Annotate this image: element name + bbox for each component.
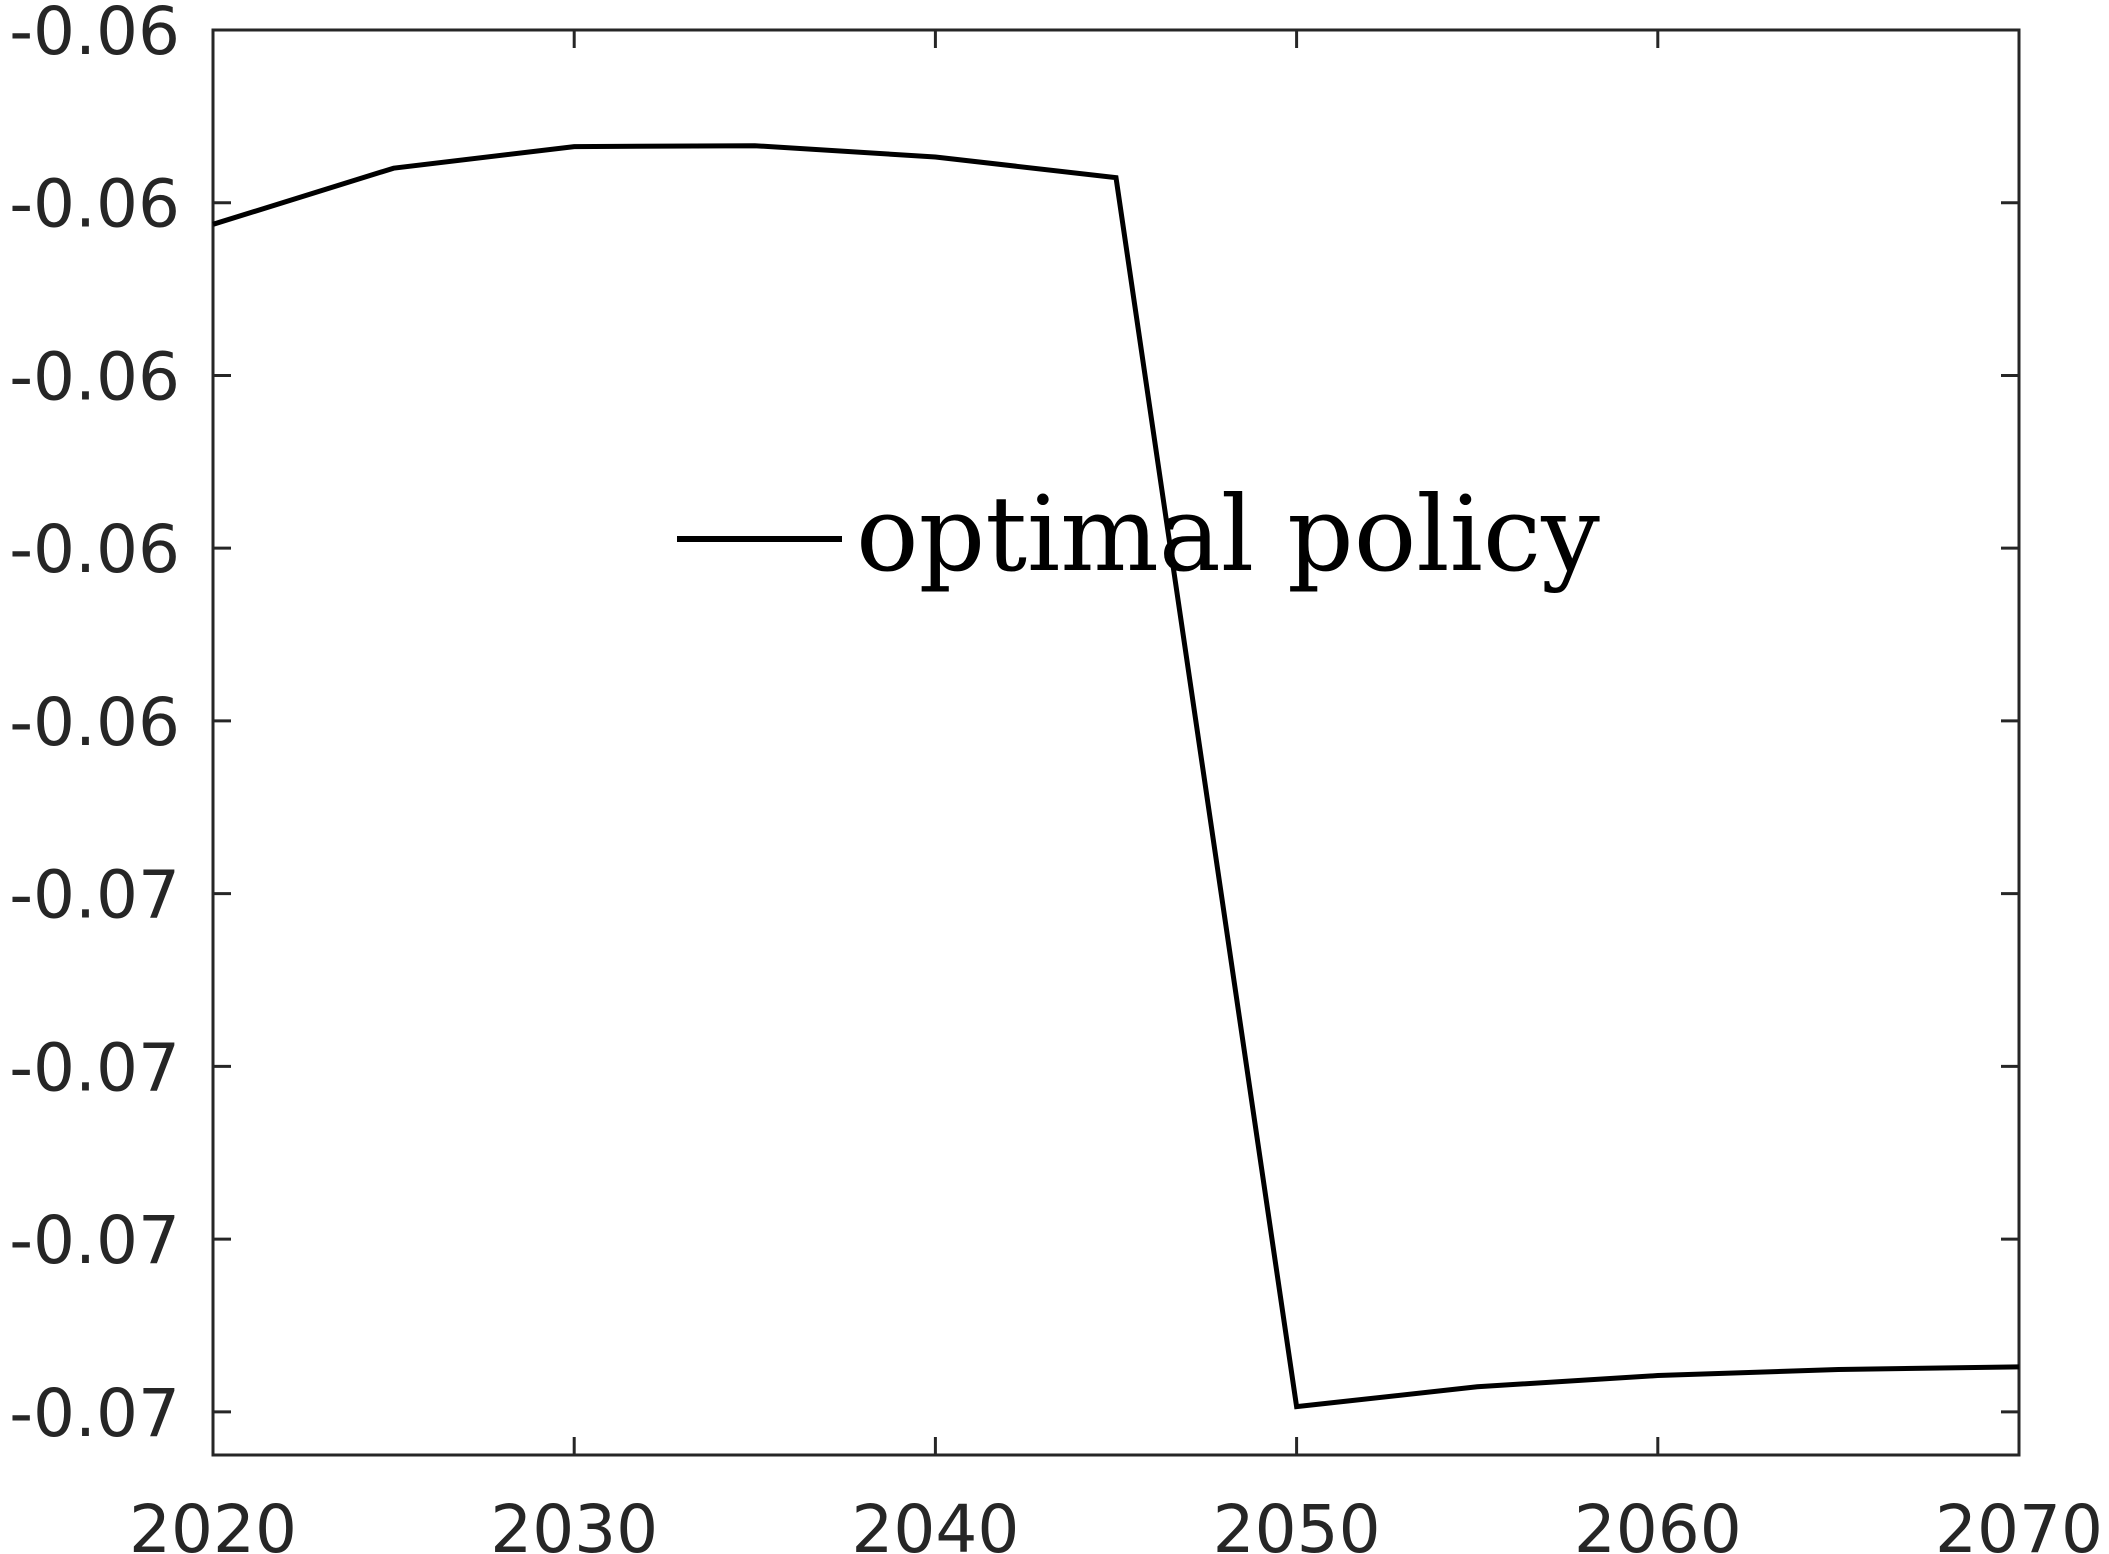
plot-area-frame <box>211 28 2021 1457</box>
x-tick-label: 2040 <box>851 1491 1019 1554</box>
legend: optimal policy <box>677 473 1600 595</box>
series-line-optimal-policy <box>212 143 2020 1410</box>
y-tick-label: -0.07 <box>9 1375 180 1452</box>
y-tick-label: -0.07 <box>9 857 180 934</box>
legend-label: optimal policy <box>856 473 1600 595</box>
y-tick-label: -0.06 <box>9 511 180 588</box>
axis-tick-labels: 2020 2030 2040 2050 2060 2070 -0.06 -0.06 -0.06 -… <box>9 0 2103 1554</box>
x-tick-label: 2020 <box>129 1491 297 1554</box>
y-tick-label: -0.07 <box>9 1202 180 1279</box>
x-tick-label: 2030 <box>490 1491 658 1554</box>
x-tick-label: 2070 <box>1935 1491 2103 1554</box>
y-tick-label: -0.06 <box>9 166 180 243</box>
series-layer <box>212 143 2020 1410</box>
x-tick-label: 2060 <box>1574 1491 1742 1554</box>
y-tick-label: -0.06 <box>9 0 180 70</box>
x-tick-label: 2050 <box>1213 1491 1381 1554</box>
y-tick-label: -0.07 <box>9 1029 180 1106</box>
y-tick-label: -0.06 <box>9 684 180 761</box>
y-tick-label: -0.06 <box>9 338 180 415</box>
axis-ticks <box>211 28 2021 1455</box>
